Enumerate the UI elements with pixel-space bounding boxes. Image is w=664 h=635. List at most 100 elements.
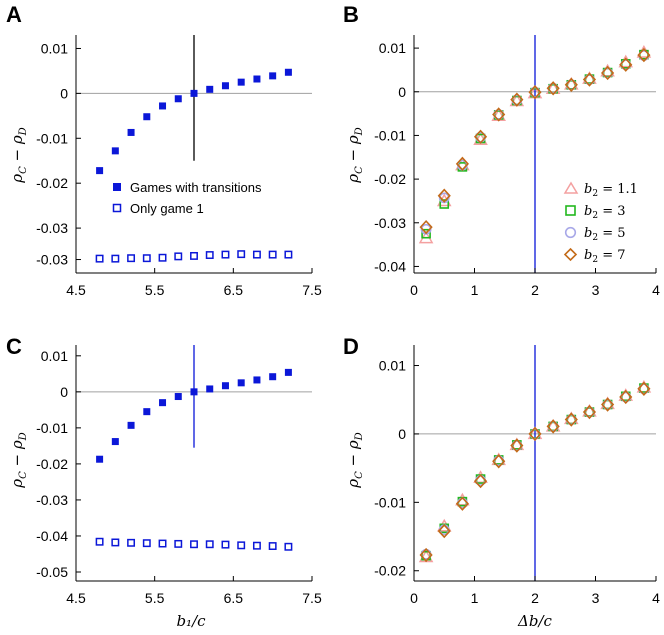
data-point-c-1 [221,540,230,549]
plot-d: 0 1 2 3 4 0.01 0 -0.01 -0.02 [374,345,660,606]
data-point-a-1 [95,254,104,263]
data-point-c-0 [96,455,104,463]
y-tick-label-b: 0.01 [379,40,406,56]
legend-b-label-3: b2 = 7 [584,248,626,265]
data-point-b-1 [421,228,431,239]
y-tick-label-a: -0.03 [36,252,68,268]
data-point-c-0 [174,393,182,401]
y-tick-label-d: 0.01 [379,358,406,374]
data-point-a-0 [143,113,151,121]
data-point-d-3 [492,454,506,469]
data-point-b-3 [437,188,451,203]
data-point-b-3 [510,92,524,107]
data-point-b-3 [492,107,506,122]
data-point-d-3 [546,419,560,434]
plot-a: 4.5 5.5 6.5 7.5 0.01 0 -0.01 -0.02 -0.03 -0.03 [36,35,322,298]
legend-b: b2 = 1.1 b2 = 3 b2 = 5 b2 = 7 [563,181,638,265]
x-tick-label-c: 6.5 [224,590,244,606]
data-point-c-1 [268,542,277,551]
data-point-d-3 [601,397,615,412]
y-tick-label-c: -0.02 [36,456,68,472]
data-point-a-0 [127,128,135,136]
data-point-c-1 [252,541,261,550]
data-point-a-0 [96,167,104,175]
data-point-a-1 [237,250,246,259]
legend-b-marker-diamond [563,247,578,262]
y-tick-label-c: -0.05 [36,564,68,580]
data-point-a-1 [142,254,151,263]
panel-letter-c: C [6,334,22,359]
data-point-b-3 [564,77,578,92]
y-tick-label-a: 0.01 [41,40,68,56]
x-tick-label-b: 2 [531,282,539,298]
panel-letter-a: A [6,2,22,27]
x-tick-label-a: 6.5 [224,282,244,298]
data-point-b-3 [619,57,633,72]
ylabel-b: ρC − ρD [344,127,365,183]
y-tick-label-c: -0.03 [36,492,68,508]
series-c-1 [95,537,293,551]
y-tick-label-a: -0.03 [36,220,68,236]
y-tick-label-c: -0.01 [36,420,68,436]
panel-letter-d: D [343,334,359,359]
y-tick-label-b: -0.03 [374,215,406,231]
data-point-c-0 [127,421,135,429]
data-point-d-3 [473,473,488,489]
data-point-c-0 [237,379,245,387]
legend-b-label-0: b2 = 1.1 [584,182,638,199]
legend-a-marker-open [112,203,122,213]
x-tick-label-c: 7.5 [302,590,322,606]
data-point-b-3 [528,85,542,100]
svg-text:ρC − ρD: ρC − ρD [344,432,365,488]
data-point-a-1 [221,250,230,259]
data-point-a-1 [205,251,214,259]
panel-letter-b: B [343,2,359,27]
y-tick-label-b: -0.04 [374,258,406,274]
data-point-c-0 [206,385,214,393]
legend-b-label-2: b2 = 5 [584,226,626,243]
svg-text:ρC − ρD: ρC − ρD [8,432,29,488]
data-point-d-3 [582,404,597,420]
data-point-c-0 [284,368,292,376]
data-point-a-1 [252,250,261,259]
data-point-c-0 [159,399,167,407]
data-point-c-0 [143,408,151,416]
y-tick-label-b: -0.01 [374,127,406,143]
y-tick-label-c: -0.04 [36,528,68,544]
data-point-c-1 [127,538,136,547]
data-point-b-3 [473,129,488,144]
svg-text:ρC − ρD: ρC − ρD [344,127,365,183]
data-point-a-0 [237,78,245,86]
data-point-c-0 [253,376,261,384]
data-point-a-0 [206,85,214,93]
data-point-c-0 [111,438,119,446]
data-point-a-1 [268,250,277,259]
legend-a-marker-filled [113,183,121,191]
x-tick-label-d: 1 [471,590,479,606]
x-tick-label-d: 0 [410,590,418,606]
data-point-c-1 [190,540,198,549]
x-tick-label-b: 1 [471,282,479,298]
data-point-a-1 [111,254,120,263]
data-point-b-3 [546,81,560,96]
x-tick-label-b: 0 [410,282,418,298]
y-tick-label-d: -0.01 [374,494,406,510]
data-point-b-3 [455,156,469,172]
data-point-d-3 [437,523,451,539]
y-tick-label-b: 0 [398,84,406,100]
xlabel-c: b₁/c [176,612,206,630]
data-point-a-0 [190,89,198,97]
x-tick-label-a: 4.5 [66,282,86,298]
legend-a-label-0: Games with transitions [130,180,262,195]
data-point-a-1 [174,252,183,261]
data-point-a-0 [253,75,261,83]
data-point-a-0 [221,82,229,90]
y-tick-label-a: 0 [60,85,68,101]
data-point-a-1 [127,254,136,263]
series-d-3 [419,381,651,563]
plot-c: 4.5 5.5 6.5 7.5 0.01 0 -0.01 -0.02 -0.03 -0.04 -0.… [36,345,322,606]
legend-b-marker-square [565,205,576,216]
y-tick-label-c: 0 [60,384,68,400]
ylabel-a: ρC − ρD [8,127,29,183]
